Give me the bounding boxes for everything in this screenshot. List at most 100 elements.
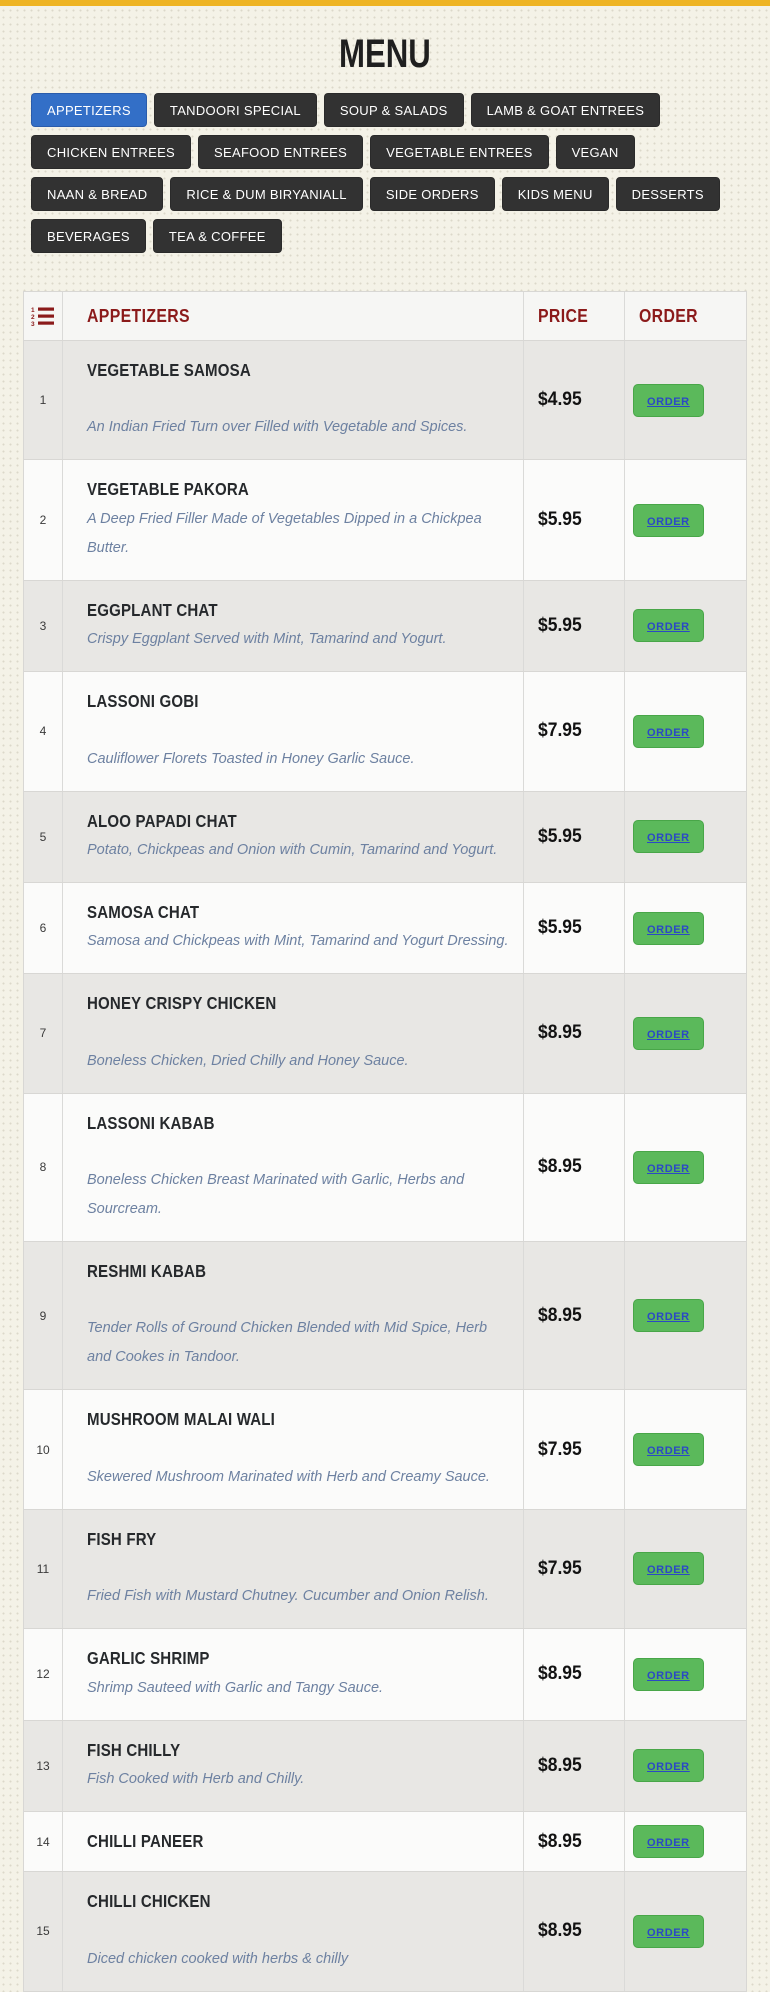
- order-button-label: ORDER: [647, 1837, 690, 1850]
- menu-category-tab[interactable]: VEGETABLE ENTREES: [370, 135, 549, 169]
- item-description: Samosa and Chickpeas with Mint, Tamarind…: [87, 933, 509, 950]
- item-number: 2: [39, 513, 47, 528]
- menu-table: 1 2 3 APPETIZERS PRICE ORDER 1 VEGETABLE…: [23, 291, 747, 1992]
- menu-category-tab[interactable]: TANDOORI SPECIAL: [153, 93, 317, 127]
- order-button[interactable]: ORDER: [633, 1825, 704, 1859]
- order-button-label: ORDER: [647, 1761, 690, 1774]
- item-price: $8.95: [538, 1830, 582, 1852]
- item-name: MUSHROOM MALAI WALI: [87, 1409, 276, 1430]
- svg-text:1: 1: [31, 307, 35, 314]
- order-button-label: ORDER: [647, 832, 690, 845]
- item-number: 15: [36, 1924, 50, 1939]
- menu-category-tab[interactable]: SOUP & SALADS: [323, 93, 464, 127]
- item-price: $7.95: [538, 1557, 582, 1579]
- order-button[interactable]: ORDER: [633, 1150, 704, 1184]
- item-number: 14: [36, 1834, 50, 1849]
- menu-category-tab[interactable]: VEGAN: [555, 135, 635, 169]
- item-number: 12: [36, 1667, 50, 1682]
- order-button-label: ORDER: [647, 621, 690, 634]
- item-name: LASSONI GOBI: [87, 691, 199, 712]
- order-button[interactable]: ORDER: [633, 1552, 704, 1586]
- numbered-list-icon: 1 2 3: [24, 292, 62, 340]
- menu-item-row: 7 HONEY CRISPY CHICKEN Boneless Chicken,…: [24, 973, 746, 1093]
- item-name: VEGETABLE SAMOSA: [87, 360, 251, 380]
- item-name: EGGPLANT CHAT: [87, 599, 218, 620]
- order-button[interactable]: ORDER: [633, 911, 704, 945]
- item-description: Skewered Mushroom Marinated with Herb an…: [87, 1468, 490, 1485]
- item-price: $5.95: [538, 825, 582, 847]
- menu-category-tab[interactable]: LAMB & GOAT ENTREES: [470, 93, 661, 127]
- category-tabs: APPETIZERS TANDOORI SPECIAL SOUP & SALADS L…: [23, 93, 747, 253]
- order-button[interactable]: ORDER: [633, 714, 704, 748]
- order-button[interactable]: ORDER: [633, 1914, 704, 1948]
- menu-item-row: 11 FISH FRY Fried Fish with Mustard Chut…: [24, 1508, 746, 1629]
- item-number: 3: [39, 618, 47, 633]
- item-name: LASSONI KABAB: [87, 1112, 215, 1133]
- order-button[interactable]: ORDER: [633, 820, 704, 854]
- menu-category-tab[interactable]: APPETIZERS: [31, 93, 147, 127]
- order-button[interactable]: ORDER: [633, 609, 704, 643]
- menu-category-tab[interactable]: CHICKEN ENTREES: [31, 135, 192, 169]
- item-price: $8.95: [538, 1022, 582, 1044]
- order-button-label: ORDER: [647, 1162, 690, 1175]
- item-price: $8.95: [538, 1920, 582, 1942]
- page-title: MENU: [339, 32, 431, 76]
- item-price: $4.95: [538, 389, 582, 411]
- item-description: Boneless Chicken, Dried Chilly and Honey…: [87, 1052, 409, 1069]
- item-name: RESHMI KABAB: [87, 1261, 207, 1281]
- menu-table-body: 1 VEGETABLE SAMOSA An Indian Fried Turn …: [24, 340, 746, 1991]
- menu-category-tab[interactable]: SEAFOOD ENTREES: [198, 135, 364, 169]
- menu-page: MENU APPETIZERS TANDOORI SPECIAL SOUP & SA…: [0, 32, 770, 1992]
- item-name: VEGETABLE PAKORA: [87, 479, 249, 500]
- order-button[interactable]: ORDER: [633, 1657, 704, 1691]
- item-price: $8.95: [538, 1156, 582, 1178]
- menu-category-tab[interactable]: KIDS MENU: [501, 177, 609, 211]
- order-button-label: ORDER: [647, 515, 690, 528]
- order-button-label: ORDER: [647, 1311, 690, 1324]
- item-price: $7.95: [538, 1438, 582, 1460]
- order-button[interactable]: ORDER: [633, 1749, 704, 1783]
- order-button[interactable]: ORDER: [633, 1016, 704, 1050]
- menu-category-tab[interactable]: DESSERTS: [615, 177, 720, 211]
- order-button-label: ORDER: [647, 1028, 690, 1041]
- item-number: 5: [39, 829, 47, 844]
- item-name: HONEY CRISPY CHICKEN: [87, 993, 277, 1014]
- menu-item-row: 4 LASSONI GOBI Cauliflower Florets Toast…: [24, 671, 746, 791]
- item-description: Crispy Eggplant Served with Mint, Tamari…: [87, 631, 447, 648]
- menu-item-row: 8 LASSONI KABAB Boneless Chicken Breast …: [24, 1092, 746, 1241]
- item-description: An Indian Fried Turn over Filled with Ve…: [87, 419, 468, 436]
- menu-category-tab[interactable]: RICE & DUM BIRYANIALL: [170, 177, 363, 211]
- item-number: 7: [39, 1026, 47, 1041]
- item-number: 8: [39, 1160, 47, 1175]
- order-button[interactable]: ORDER: [633, 1433, 704, 1467]
- item-name: CHILLI CHICKEN: [87, 1891, 211, 1912]
- item-name: ALOO PAPADI CHAT: [87, 810, 237, 831]
- item-description: Diced chicken cooked with herbs & chilly: [87, 1950, 349, 1967]
- order-button-label: ORDER: [647, 1564, 690, 1577]
- item-price: $8.95: [538, 1754, 582, 1776]
- menu-item-row: 5 ALOO PAPADI CHAT Potato, Chickpeas and…: [24, 790, 746, 882]
- item-price: $8.95: [538, 1663, 582, 1685]
- item-description: Potato, Chickpeas and Onion with Cumin, …: [87, 841, 498, 858]
- menu-category-tab[interactable]: NAAN & BREAD: [31, 177, 164, 211]
- item-description: Boneless Chicken Breast Marinated with G…: [87, 1172, 465, 1217]
- menu-category-tab[interactable]: TEA & COFFEE: [152, 219, 282, 253]
- item-number: 10: [36, 1442, 50, 1457]
- order-button-label: ORDER: [647, 923, 690, 936]
- item-price: $8.95: [538, 1304, 582, 1326]
- svg-text:2: 2: [31, 314, 35, 321]
- item-description: Cauliflower Florets Toasted in Honey Gar…: [87, 750, 415, 767]
- item-name: CHILLI PANEER: [87, 1830, 204, 1851]
- svg-text:3: 3: [31, 321, 35, 327]
- item-description: Shrimp Sauteed with Garlic and Tangy Sau…: [87, 1679, 384, 1696]
- item-number: 13: [36, 1758, 50, 1773]
- order-button[interactable]: ORDER: [633, 1299, 704, 1333]
- menu-item-row: 9 RESHMI KABAB Tender Rolls of Ground Ch…: [24, 1241, 746, 1390]
- menu-category-tab[interactable]: BEVERAGES: [31, 219, 146, 253]
- menu-item-row: 6 SAMOSA CHAT Samosa and Chickpeas with …: [24, 881, 746, 974]
- order-button-label: ORDER: [647, 1445, 690, 1458]
- order-button[interactable]: ORDER: [633, 503, 704, 537]
- menu-category-tab[interactable]: SIDE ORDERS: [369, 177, 495, 211]
- order-button-label: ORDER: [647, 726, 690, 739]
- order-button[interactable]: ORDER: [633, 383, 704, 417]
